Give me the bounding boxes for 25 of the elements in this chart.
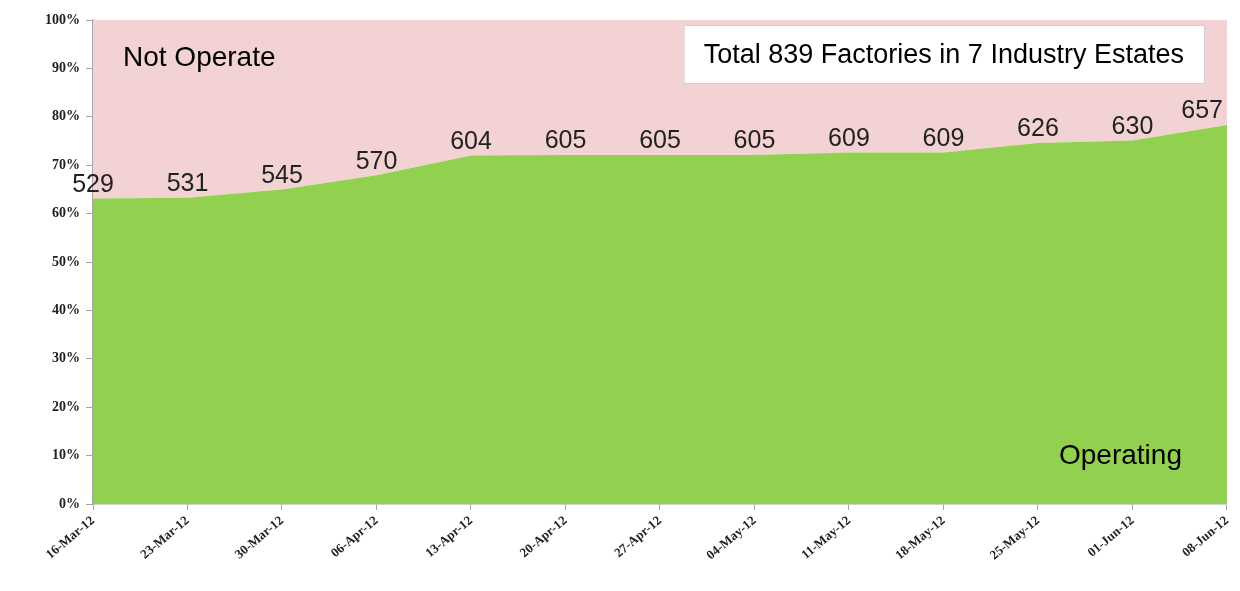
annotation: 626: [1017, 113, 1059, 142]
annotation: 657: [1181, 95, 1223, 124]
series-label: Not Operate: [123, 40, 276, 72]
y-tick-label: 60%: [52, 205, 80, 221]
annotation: 609: [922, 123, 965, 152]
y-tick-label: 30%: [52, 350, 80, 366]
annotation: 630: [1111, 110, 1154, 139]
y-tick-label: 10%: [52, 447, 80, 463]
y-tick-label: 50%: [52, 253, 80, 269]
annotation: 545: [261, 159, 303, 188]
annotation: 605: [733, 125, 776, 154]
annotation: 531: [166, 168, 209, 197]
y-tick-label: 0%: [59, 495, 80, 511]
annotation: 605: [639, 125, 681, 154]
annotation: 604: [450, 125, 492, 154]
y-tick-label: 90%: [52, 60, 80, 76]
y-tick-label: 100%: [45, 11, 80, 27]
y-tick-label: 80%: [52, 108, 80, 124]
annotation: 605: [544, 125, 587, 154]
y-tick-label: 20%: [52, 398, 80, 414]
series-label: Operating: [1059, 438, 1182, 470]
annotation: 570: [355, 145, 398, 174]
y-tick-label: 40%: [52, 302, 80, 318]
text: Total 839 Factories in 7 Industry Estates: [703, 39, 1184, 70]
annotation: 609: [828, 123, 870, 152]
